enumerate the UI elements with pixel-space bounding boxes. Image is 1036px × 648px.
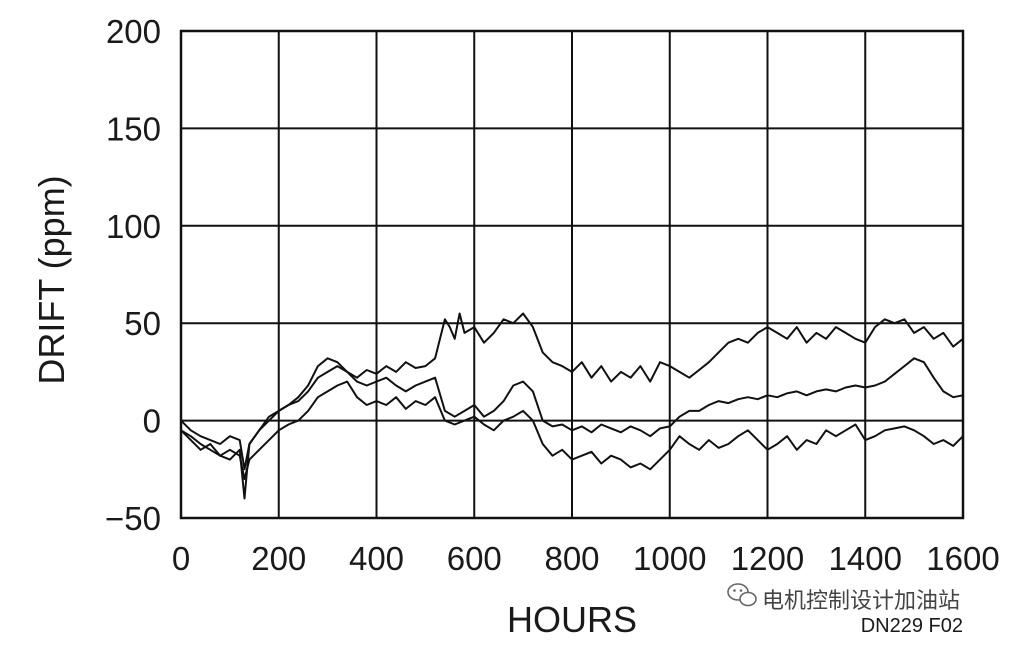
y-axis-title: DRIFT (ppm) (31, 175, 72, 384)
watermark-text: 电机控制设计加油站 (762, 589, 960, 614)
x-tick-label: 600 (447, 540, 502, 577)
series-line-1 (180, 312, 964, 500)
grid (180, 30, 964, 519)
x-tick-label: 0 (172, 540, 190, 577)
x-tick-label: 1600 (926, 540, 999, 577)
y-tick-label: 0 (143, 403, 161, 440)
x-tick-label: 800 (544, 540, 599, 577)
series-line-2 (180, 357, 964, 471)
x-tick-label: 400 (349, 540, 404, 577)
plot-frame (179, 29, 965, 520)
y-tick-label: 100 (106, 208, 161, 245)
watermark: 电机控制设计加油站 (727, 583, 960, 614)
series-line-3 (180, 380, 964, 480)
y-tick-label: 200 (106, 13, 161, 50)
figure-id: DN229 F02 (861, 615, 963, 637)
y-tick-label: −50 (105, 500, 161, 537)
y-tick-label: 150 (106, 110, 161, 147)
x-axis-title: HOURS (507, 599, 637, 640)
x-tick-label: 1000 (633, 540, 706, 577)
x-tick-label: 1400 (829, 540, 902, 577)
wechat-icon (727, 583, 757, 607)
y-tick-label: 50 (124, 305, 161, 342)
x-tick-label: 200 (251, 540, 306, 577)
x-tick-labels: 0 200 400 600 800 1000 1200 1400 1600 (172, 540, 1000, 577)
y-tick-labels: −50 0 50 100 150 200 (105, 13, 161, 537)
series-layer (180, 312, 964, 500)
x-tick-label: 1200 (731, 540, 804, 577)
